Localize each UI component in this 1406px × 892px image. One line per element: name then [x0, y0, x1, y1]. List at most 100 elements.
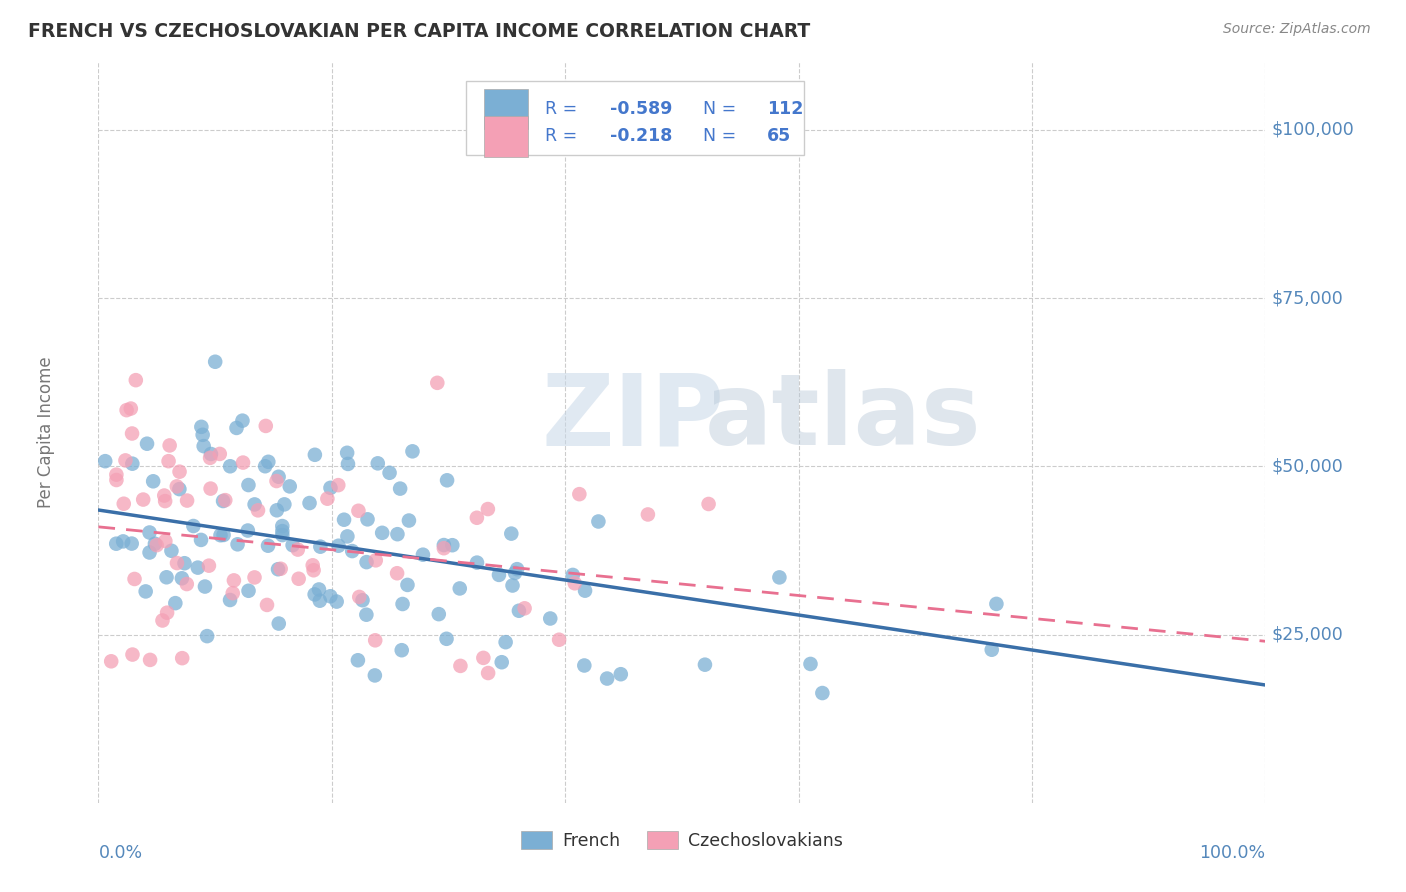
- Text: 65: 65: [768, 128, 792, 145]
- Point: [267, 562, 290, 576]
- Point: [142, 475, 165, 489]
- FancyBboxPatch shape: [465, 81, 804, 155]
- Point: [561, 568, 583, 582]
- Point: [114, 453, 136, 467]
- Text: N =: N =: [703, 128, 742, 145]
- Point: [697, 497, 720, 511]
- Point: [191, 427, 214, 442]
- Bar: [484, 116, 527, 157]
- Point: [449, 582, 471, 596]
- Point: [610, 667, 633, 681]
- Point: [371, 525, 394, 540]
- Text: $100,000: $100,000: [1271, 120, 1354, 139]
- Point: [401, 444, 423, 458]
- Point: [325, 594, 347, 608]
- Point: [336, 457, 359, 471]
- Point: [506, 562, 529, 576]
- Point: [195, 629, 218, 643]
- Point: [398, 514, 420, 528]
- Point: [105, 537, 128, 551]
- Point: [165, 596, 187, 610]
- Point: [155, 534, 177, 549]
- Legend: French, Czechoslovakians: French, Czechoslovakians: [513, 824, 851, 857]
- Point: [190, 420, 212, 434]
- Point: [156, 606, 179, 620]
- Point: [143, 537, 166, 551]
- Point: [347, 653, 370, 667]
- Point: [231, 414, 253, 428]
- Point: [236, 524, 259, 538]
- Point: [319, 589, 342, 603]
- Point: [391, 597, 413, 611]
- Point: [811, 686, 834, 700]
- Point: [238, 583, 260, 598]
- Point: [125, 373, 148, 387]
- Point: [138, 525, 160, 540]
- Point: [385, 566, 408, 581]
- Point: [271, 528, 294, 542]
- Point: [564, 576, 586, 591]
- Point: [488, 567, 510, 582]
- Point: [364, 668, 387, 682]
- Point: [336, 446, 359, 460]
- Point: [124, 572, 146, 586]
- Point: [176, 493, 198, 508]
- Point: [200, 447, 222, 461]
- Text: Source: ZipAtlas.com: Source: ZipAtlas.com: [1223, 22, 1371, 37]
- Point: [308, 593, 330, 607]
- Point: [391, 643, 413, 657]
- Point: [170, 571, 193, 585]
- Point: [166, 556, 188, 570]
- Point: [436, 632, 458, 646]
- Text: FRENCH VS CZECHOSLOVAKIAN PER CAPITA INCOME CORRELATION CHART: FRENCH VS CZECHOSLOVAKIAN PER CAPITA INC…: [28, 22, 810, 41]
- Point: [693, 657, 716, 672]
- Point: [427, 607, 450, 621]
- Point: [139, 653, 162, 667]
- Point: [271, 524, 294, 538]
- Point: [135, 584, 157, 599]
- Point: [980, 642, 1002, 657]
- Point: [266, 503, 288, 517]
- Point: [465, 510, 488, 524]
- Point: [232, 456, 254, 470]
- Text: N =: N =: [703, 100, 742, 118]
- Point: [145, 538, 167, 552]
- Point: [257, 455, 280, 469]
- Point: [588, 515, 610, 529]
- Point: [568, 487, 591, 501]
- Point: [501, 526, 523, 541]
- Point: [396, 578, 419, 592]
- Point: [152, 614, 174, 628]
- Point: [316, 491, 339, 506]
- Point: [356, 512, 378, 526]
- Point: [105, 467, 128, 482]
- Point: [166, 479, 188, 493]
- Text: Per Capita Income: Per Capita Income: [37, 357, 55, 508]
- Point: [257, 539, 280, 553]
- Point: [477, 666, 499, 681]
- Point: [243, 497, 266, 511]
- Point: [200, 482, 222, 496]
- Point: [193, 439, 215, 453]
- Text: R =: R =: [546, 128, 583, 145]
- Point: [449, 659, 471, 673]
- Point: [328, 539, 350, 553]
- Point: [799, 657, 821, 671]
- Point: [256, 598, 278, 612]
- Point: [112, 497, 135, 511]
- Point: [212, 494, 235, 508]
- Point: [491, 655, 513, 669]
- Point: [94, 454, 117, 468]
- Text: 0.0%: 0.0%: [98, 844, 142, 862]
- Point: [132, 492, 155, 507]
- Point: [121, 536, 143, 550]
- Point: [574, 658, 596, 673]
- Point: [153, 489, 176, 503]
- Point: [169, 482, 191, 496]
- Point: [367, 456, 389, 470]
- Point: [183, 519, 205, 533]
- Point: [267, 469, 290, 483]
- Point: [986, 597, 1008, 611]
- Point: [254, 459, 277, 474]
- Point: [238, 478, 260, 492]
